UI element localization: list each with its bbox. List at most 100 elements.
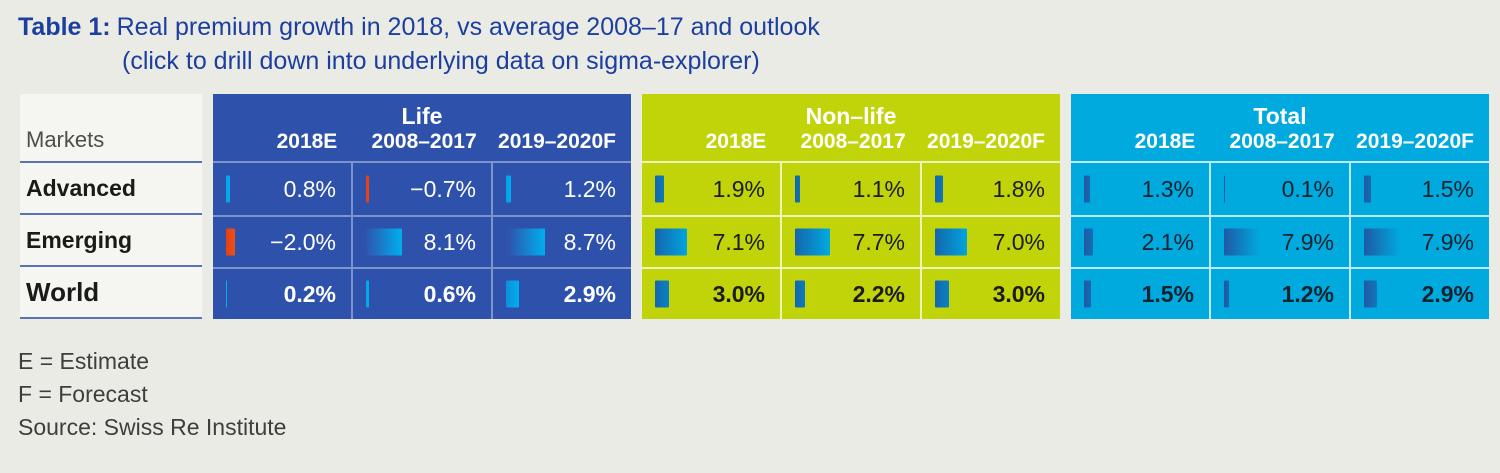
value-bar bbox=[366, 280, 369, 308]
value-text: 0.6% bbox=[423, 280, 476, 307]
section-total-header: Total 2018E 2008–2017 2019–2020F bbox=[1071, 94, 1489, 163]
value-bar bbox=[795, 280, 805, 308]
value-cell[interactable]: 1.5% bbox=[1349, 163, 1489, 215]
value-cell[interactable]: −2.0% bbox=[213, 217, 351, 267]
section-title: Life bbox=[401, 103, 443, 129]
title-subtitle: (click to drill down into underlying dat… bbox=[122, 47, 760, 75]
title-text: Real premium growth in 2018, vs average … bbox=[116, 13, 820, 41]
value-text: 0.2% bbox=[283, 280, 336, 307]
value-text: 1.3% bbox=[1141, 175, 1194, 202]
value-cell[interactable]: 0.2% bbox=[213, 269, 351, 319]
value-text: 7.7% bbox=[852, 228, 905, 255]
value-text: 2.9% bbox=[563, 280, 616, 307]
table-row-advanced: 1.3% 0.1% 1.5% bbox=[1071, 163, 1489, 215]
value-cell[interactable]: 0.8% bbox=[213, 163, 351, 215]
value-cell[interactable]: 1.8% bbox=[920, 163, 1060, 215]
markets-header: Markets bbox=[20, 94, 202, 163]
column-headers: 2018E 2008–2017 2019–2020F bbox=[642, 130, 1060, 154]
value-cell[interactable]: 7.0% bbox=[920, 217, 1060, 267]
value-text: −0.7% bbox=[410, 175, 476, 202]
value-text: 1.2% bbox=[563, 175, 616, 202]
value-cell[interactable]: 7.1% bbox=[642, 217, 780, 267]
premium-growth-table: Markets Advanced Emerging World Life 201… bbox=[20, 94, 1500, 319]
section-title: Non–life bbox=[805, 103, 897, 129]
value-text: 1.5% bbox=[1421, 175, 1474, 202]
column-header-2008-2017: 2008–2017 bbox=[371, 130, 477, 153]
column-header-2008-2017: 2008–2017 bbox=[1229, 130, 1335, 153]
value-text: 2.9% bbox=[1421, 280, 1474, 307]
row-label-world: World bbox=[20, 267, 202, 319]
value-text: 1.1% bbox=[852, 175, 905, 202]
value-cell[interactable]: 1.9% bbox=[642, 163, 780, 215]
column-header-2018e: 2018E bbox=[276, 130, 338, 153]
value-cell[interactable]: 1.2% bbox=[1209, 269, 1349, 319]
value-cell[interactable]: 1.5% bbox=[1071, 269, 1209, 319]
value-text: 7.9% bbox=[1281, 228, 1334, 255]
value-text: 1.8% bbox=[992, 175, 1045, 202]
value-cell[interactable]: 2.9% bbox=[1349, 269, 1489, 319]
column-header-2008-2017: 2008–2017 bbox=[800, 130, 906, 153]
table-row-world: 0.2% 0.6% 2.9% bbox=[213, 267, 631, 319]
value-cell[interactable]: 1.3% bbox=[1071, 163, 1209, 215]
value-text: 3.0% bbox=[992, 280, 1045, 307]
table-row-world: 1.5% 1.2% 2.9% bbox=[1071, 267, 1489, 319]
value-bar bbox=[795, 228, 830, 256]
value-bar bbox=[226, 280, 227, 308]
value-cell[interactable]: 2.1% bbox=[1071, 217, 1209, 267]
value-cell[interactable]: 7.9% bbox=[1349, 217, 1489, 267]
value-bar bbox=[935, 280, 949, 308]
value-text: 2.1% bbox=[1141, 228, 1194, 255]
value-text: 1.9% bbox=[712, 175, 765, 202]
column-header-2019-2020f: 2019–2020F bbox=[927, 130, 1045, 153]
value-text: 0.1% bbox=[1281, 175, 1334, 202]
value-bar bbox=[795, 175, 800, 203]
value-text: 8.7% bbox=[563, 228, 616, 255]
value-bar bbox=[935, 175, 944, 203]
value-cell[interactable]: 8.7% bbox=[491, 217, 631, 267]
value-cell[interactable]: 2.9% bbox=[491, 269, 631, 319]
value-cell[interactable]: 1.1% bbox=[780, 163, 920, 215]
value-bar bbox=[1364, 280, 1378, 308]
value-bar bbox=[1224, 280, 1230, 308]
section-title: Total bbox=[1253, 103, 1307, 129]
section-nonlife-header: Non–life 2018E 2008–2017 2019–2020F bbox=[642, 94, 1060, 163]
footnote-forecast: F = Forecast bbox=[18, 381, 148, 407]
value-bar bbox=[1364, 175, 1371, 203]
column-headers: 2018E 2008–2017 2019–2020F bbox=[1071, 130, 1489, 154]
value-text: 7.0% bbox=[992, 228, 1045, 255]
value-text: 3.0% bbox=[712, 280, 765, 307]
value-text: 7.9% bbox=[1421, 228, 1474, 255]
value-cell[interactable]: 2.2% bbox=[780, 269, 920, 319]
value-bar bbox=[506, 175, 512, 203]
value-cell[interactable]: 8.1% bbox=[351, 217, 491, 267]
value-bar bbox=[1224, 175, 1225, 203]
value-text: 1.5% bbox=[1141, 280, 1194, 307]
value-cell[interactable]: 3.0% bbox=[642, 269, 780, 319]
value-bar bbox=[1084, 280, 1091, 308]
value-text: 8.1% bbox=[423, 228, 476, 255]
table-number: Table 1: bbox=[18, 13, 111, 41]
table-caption: Table 1: Real premium growth in 2018, vs … bbox=[0, 0, 1500, 78]
table-row-emerging: −2.0% 8.1% 8.7% bbox=[213, 215, 631, 267]
markets-label: Markets bbox=[26, 127, 105, 152]
column-header-2019-2020f: 2019–2020F bbox=[498, 130, 616, 153]
value-cell[interactable]: 7.9% bbox=[1209, 217, 1349, 267]
table-row-emerging: 2.1% 7.9% 7.9% bbox=[1071, 215, 1489, 267]
value-bar bbox=[655, 280, 669, 308]
row-label-emerging: Emerging bbox=[20, 215, 202, 267]
section-life: Life 2018E 2008–2017 2019–2020F 0.8% −0.… bbox=[213, 94, 631, 319]
table-row-emerging: 7.1% 7.7% 7.0% bbox=[642, 215, 1060, 267]
value-cell[interactable]: 3.0% bbox=[920, 269, 1060, 319]
column-header-2019-2020f: 2019–2020F bbox=[1356, 130, 1474, 153]
value-bar bbox=[655, 228, 687, 256]
value-cell[interactable]: 0.1% bbox=[1209, 163, 1349, 215]
value-cell[interactable]: −0.7% bbox=[351, 163, 491, 215]
value-bar bbox=[226, 228, 235, 256]
value-cell[interactable]: 1.2% bbox=[491, 163, 631, 215]
value-cell[interactable]: 0.6% bbox=[351, 269, 491, 319]
value-cell[interactable]: 7.7% bbox=[780, 217, 920, 267]
table-row-advanced: 0.8% −0.7% 1.2% bbox=[213, 163, 631, 215]
value-bar bbox=[226, 175, 230, 203]
section-life-header: Life 2018E 2008–2017 2019–2020F bbox=[213, 94, 631, 163]
value-text: 0.8% bbox=[283, 175, 336, 202]
